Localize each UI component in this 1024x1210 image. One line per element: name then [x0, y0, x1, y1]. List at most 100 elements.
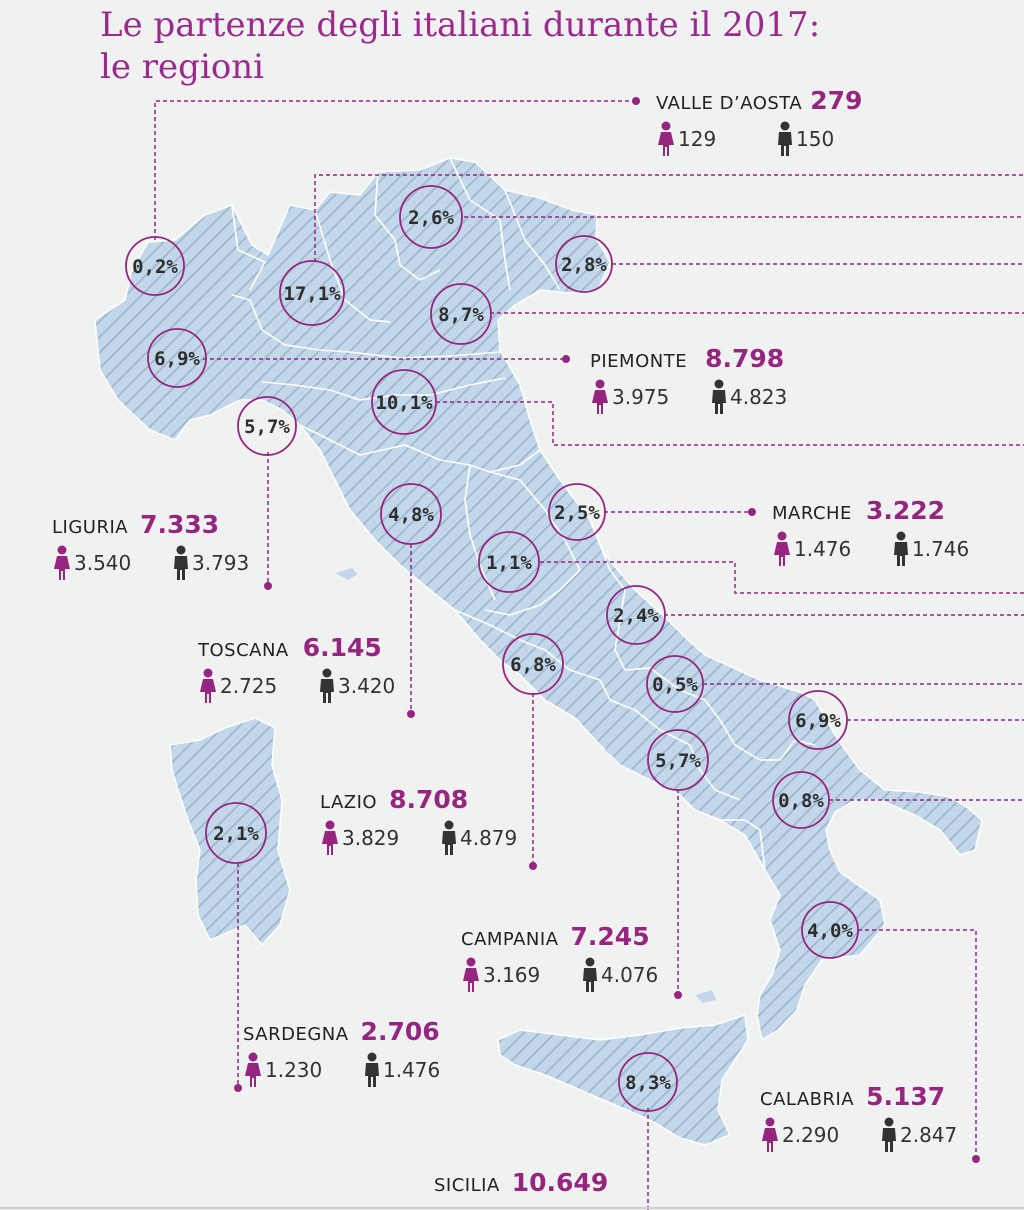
male-figure-icon: [778, 121, 792, 156]
title-line-1: Le partenze degli italiani durante il 20…: [100, 5, 821, 45]
pct-circle-basilicata: 0,8%: [772, 771, 830, 829]
region-total: 8.798: [705, 344, 785, 373]
region-total: 7.245: [570, 922, 650, 951]
region-total: 8.708: [389, 785, 469, 814]
callout-sicilia: SICILIA 10.649: [434, 1168, 608, 1197]
pct-circle-molise: 0,5%: [646, 655, 704, 713]
region-total: 279: [810, 86, 863, 115]
female-figure-icon: [54, 545, 70, 580]
male-count-group: 3.420: [318, 668, 395, 704]
male-count-group: 4.823: [710, 379, 787, 415]
female-figure-icon: [774, 531, 790, 566]
male-count: 1.746: [912, 537, 970, 561]
island-shape: [696, 990, 716, 1003]
title-line-2: le regioni: [100, 47, 265, 87]
female-count: 1.476: [794, 537, 852, 561]
male-count: 1.476: [383, 1058, 441, 1082]
region-name: CAMPANIA: [461, 929, 559, 950]
pct-circle-valle-daosta: 0,2%: [125, 236, 185, 296]
region-total: 7.333: [140, 510, 220, 539]
callout-toscana: TOSCANA 6.145 2.725 3.420: [198, 633, 395, 704]
callout-marche: MARCHE 3.222 1.476 1.746: [772, 496, 969, 567]
male-count: 150: [796, 127, 835, 151]
region-total: 5.137: [866, 1082, 946, 1111]
male-count: 2.847: [900, 1123, 958, 1147]
pct-circle-campania: 5,7%: [647, 729, 709, 791]
svg-text:0,8%: 0,8%: [778, 790, 824, 812]
svg-text:0,2%: 0,2%: [132, 256, 178, 278]
svg-text:8,3%: 8,3%: [625, 1072, 671, 1094]
pct-circle-liguria: 5,7%: [237, 396, 297, 456]
svg-text:6,9%: 6,9%: [154, 348, 200, 370]
pct-circle-toscana: 4,8%: [380, 483, 442, 545]
male-count-group: 150: [776, 121, 834, 157]
svg-text:4,0%: 4,0%: [807, 920, 853, 942]
svg-text:17,1%: 17,1%: [283, 283, 341, 305]
male-count: 4.823: [730, 385, 788, 409]
region-name: PIEMONTE: [590, 351, 688, 372]
male-count: 4.076: [601, 963, 659, 987]
female-count-group: 1.476: [772, 531, 851, 567]
svg-text:0,5%: 0,5%: [652, 674, 698, 696]
callout-valle-daosta: VALLE D’AOSTA 279 129 150: [656, 86, 863, 157]
male-figure-icon: [894, 531, 908, 566]
female-count: 1.230: [265, 1058, 323, 1082]
male-count-group: 1.746: [892, 531, 969, 567]
male-count-group: 2.847: [880, 1117, 957, 1153]
page-title: Le partenze degli italiani durante il 20…: [100, 4, 820, 88]
callout-lazio: LAZIO 8.708 3.829 4.879: [320, 785, 517, 855]
male-count: 4.879: [460, 826, 518, 850]
region-name: VALLE D’AOSTA: [656, 93, 803, 114]
female-figure-icon: [592, 379, 608, 414]
svg-text:2,5%: 2,5%: [554, 502, 600, 524]
pct-circle-piemonte: 6,9%: [147, 328, 207, 388]
female-figure-icon: [658, 121, 674, 156]
male-count-group: 4.076: [581, 957, 658, 993]
region-name: SICILIA: [434, 1175, 500, 1196]
pct-circle-veneto: 8,7%: [430, 283, 492, 345]
male-figure-icon: [365, 1052, 379, 1087]
pct-circle-calabria: 4,0%: [801, 901, 859, 959]
male-count-group: 1.476: [363, 1052, 440, 1088]
sardinia-shape: [169, 717, 291, 947]
region-name: LAZIO: [320, 792, 378, 813]
female-count: 2.290: [782, 1123, 840, 1147]
percentage-circles: 0,2% 17,1% 2,6% 2,8% 8,7% 6,9% 5,7% 10,1…: [125, 185, 859, 1112]
pct-circle-abruzzo: 2,4%: [606, 585, 666, 645]
region-name: LIGURIA: [52, 517, 129, 538]
female-count-group: 3.169: [461, 957, 540, 993]
female-count-group: 3.975: [590, 379, 669, 415]
region-name: SARDEGNA: [243, 1024, 349, 1045]
region-total: 3.222: [865, 496, 946, 525]
region-total: 2.706: [360, 1017, 440, 1046]
mainland-italy-shape: [94, 157, 983, 1042]
callout-piemonte: PIEMONTE 8.798 3.975 4.823: [590, 344, 787, 415]
male-figure-icon: [712, 379, 726, 414]
female-count: 2.725: [220, 674, 278, 698]
island-shape: [604, 748, 614, 756]
svg-text:2,8%: 2,8%: [561, 254, 607, 276]
svg-text:8,7%: 8,7%: [438, 304, 484, 326]
pct-circle-sardegna: 2,1%: [205, 802, 267, 864]
female-count: 3.975: [612, 385, 670, 409]
female-figure-icon: [322, 820, 338, 855]
male-figure-icon: [583, 957, 597, 992]
region-name: MARCHE: [772, 503, 852, 524]
leader-dots: [234, 97, 980, 1163]
svg-text:2,6%: 2,6%: [408, 207, 454, 229]
female-count-group: 2.290: [760, 1117, 839, 1153]
pct-circle-friuli: 2,8%: [555, 235, 613, 293]
female-count-group: 3.540: [52, 545, 131, 581]
region-name: CALABRIA: [760, 1089, 855, 1110]
female-count: 3.540: [74, 551, 132, 575]
male-count: 3.793: [192, 551, 250, 575]
sicily-shape: [497, 1013, 749, 1146]
female-count-group: 2.725: [198, 668, 277, 704]
female-count: 129: [678, 127, 717, 151]
pct-circle-marche: 2,5%: [548, 483, 606, 541]
svg-text:5,7%: 5,7%: [244, 416, 290, 438]
svg-text:4,8%: 4,8%: [388, 504, 434, 526]
male-figure-icon: [320, 668, 334, 703]
female-count: 3.169: [483, 963, 541, 987]
